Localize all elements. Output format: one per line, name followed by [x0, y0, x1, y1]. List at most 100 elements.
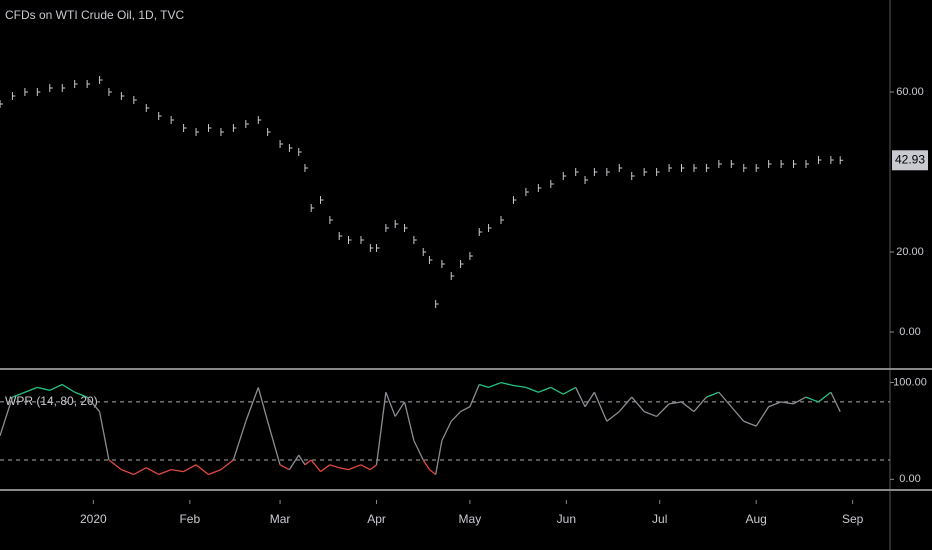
wpr-segment	[413, 440, 424, 461]
price-bar	[805, 160, 809, 168]
wpr-segment	[195, 464, 209, 476]
wpr-segment	[86, 396, 101, 413]
wpr-segment	[329, 464, 340, 469]
price-bar	[348, 236, 352, 244]
wpr-segment	[98, 411, 110, 461]
wpr-segment	[320, 464, 331, 473]
price-bar	[500, 216, 505, 224]
wpr-segment	[145, 467, 160, 476]
price-bar	[11, 92, 16, 100]
x-tick-label: Aug	[746, 512, 767, 526]
x-tick-label: Jun	[557, 512, 576, 526]
wpr-segment	[693, 396, 707, 413]
price-bar	[705, 164, 710, 172]
price-bar	[133, 96, 137, 104]
wpr-segment	[133, 467, 147, 476]
price-bar	[288, 144, 293, 152]
x-tick-label: Apr	[367, 512, 386, 526]
wpr-segment	[593, 391, 608, 422]
wpr-segment	[743, 420, 757, 427]
wpr-segment	[793, 396, 807, 405]
wpr-segment	[422, 459, 430, 471]
price-bar	[257, 116, 262, 124]
wpr-segment	[606, 411, 620, 422]
x-tick-label: Mar	[270, 512, 291, 526]
wpr-segment	[348, 464, 362, 471]
price-bar	[86, 80, 91, 88]
wpr-segment	[681, 401, 695, 413]
price-bar	[830, 156, 834, 164]
price-bar	[385, 224, 389, 232]
x-tick-label: Feb	[179, 512, 200, 526]
y-tick-label: 0.00	[899, 473, 920, 485]
price-bar	[304, 164, 308, 172]
wpr-segment	[706, 391, 720, 398]
wpr-segment	[668, 401, 682, 405]
price-bar	[606, 168, 610, 176]
last-price-label: 42.93	[895, 152, 925, 166]
wpr-segment	[49, 383, 63, 391]
wpr-segment	[61, 383, 76, 393]
wpr-segment	[266, 421, 281, 465]
wpr-segment	[0, 396, 14, 436]
price-bar	[562, 172, 567, 180]
price-bar	[755, 164, 760, 172]
price-bar	[428, 256, 433, 264]
price-bar	[656, 168, 660, 176]
wpr-segment	[24, 386, 38, 393]
price-bar	[668, 164, 673, 172]
price-bar	[158, 112, 162, 120]
wpr-segment	[257, 387, 269, 422]
price-bar	[631, 172, 635, 180]
price-bar	[360, 236, 364, 244]
price-bar	[24, 88, 28, 96]
wpr-segment	[538, 386, 552, 393]
y-tick-label: 0.00	[899, 326, 920, 338]
price-bar	[220, 128, 224, 136]
wpr-segment	[450, 411, 462, 422]
price-bar	[743, 164, 747, 172]
last-price-box	[892, 150, 928, 171]
price-bar	[618, 164, 623, 172]
price-bar	[478, 228, 483, 236]
x-tick-label: Jul	[652, 512, 667, 526]
wpr-segment	[158, 469, 172, 476]
wpr-segment	[575, 387, 586, 408]
wpr-segment	[208, 469, 222, 476]
price-bar	[267, 128, 271, 136]
price-bar	[36, 88, 41, 96]
price-bar	[435, 300, 439, 308]
price-bar	[441, 260, 445, 268]
wpr-segment	[369, 464, 377, 471]
price-bar	[404, 224, 408, 232]
wpr-segment	[183, 464, 197, 473]
price-bar	[49, 84, 53, 92]
price-bar	[394, 220, 399, 228]
x-tick-label: 2020	[80, 512, 107, 526]
price-bar	[460, 260, 464, 268]
price-bar	[575, 168, 579, 176]
price-bar	[817, 156, 822, 164]
wpr-segment	[643, 410, 657, 418]
price-bar	[279, 140, 284, 148]
wpr-segment	[279, 464, 290, 471]
wpr-segment	[245, 387, 259, 422]
price-bar	[74, 80, 78, 88]
price-bar	[450, 272, 455, 280]
wpr-segment	[469, 384, 480, 408]
price-bar	[320, 196, 324, 204]
price-bar	[525, 188, 529, 196]
wpr-segment	[12, 391, 26, 398]
wpr-segment	[74, 391, 88, 398]
wpr-segment	[288, 454, 300, 471]
price-bar	[643, 168, 648, 176]
wpr-segment	[108, 459, 122, 471]
price-bar	[593, 168, 598, 176]
price-bar	[422, 248, 427, 256]
price-bar	[232, 124, 237, 132]
price-bar	[718, 160, 722, 168]
y-tick-label: 60.00	[896, 86, 924, 98]
wpr-segment	[460, 406, 471, 413]
price-bar	[839, 156, 844, 165]
